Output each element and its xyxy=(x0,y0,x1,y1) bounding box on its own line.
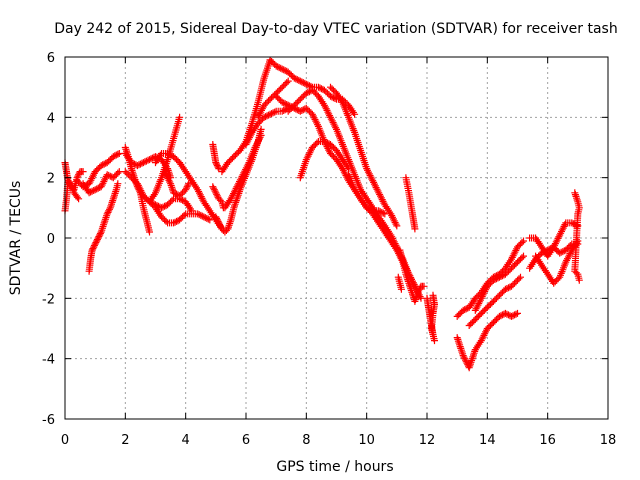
grid-lines xyxy=(65,57,608,419)
data-series xyxy=(465,273,524,329)
data-series xyxy=(161,168,193,200)
x-tick-label: 6 xyxy=(242,433,250,448)
x-tick-label: 12 xyxy=(419,433,436,448)
x-tick-label: 2 xyxy=(121,433,129,448)
data-marks xyxy=(327,83,401,230)
y-tick-label: 4 xyxy=(47,111,55,126)
x-tick-label: 0 xyxy=(61,433,69,448)
data-marks xyxy=(526,240,582,272)
data-marks xyxy=(402,174,419,233)
x-axis-label: GPS time / hours xyxy=(276,459,393,475)
data-marks xyxy=(345,171,389,218)
data-series xyxy=(209,183,227,212)
x-tick-label: 8 xyxy=(302,433,310,448)
y-tick-label: -2 xyxy=(42,292,55,307)
data-marks xyxy=(423,291,438,345)
data-marks xyxy=(266,56,359,118)
data-series xyxy=(85,180,122,275)
data-marks xyxy=(85,180,122,275)
y-tick-label: -4 xyxy=(42,353,55,368)
x-tick-label: 16 xyxy=(539,433,556,448)
data-series xyxy=(79,168,123,197)
data-series xyxy=(526,240,582,272)
data-series xyxy=(266,56,359,118)
data-marks xyxy=(242,104,292,148)
data-marks xyxy=(79,168,123,197)
data-marks xyxy=(471,252,527,314)
y-tick-label: 0 xyxy=(47,232,55,247)
data-series xyxy=(242,104,292,148)
data-marks xyxy=(465,273,524,329)
data-marks xyxy=(161,168,193,200)
data-series xyxy=(471,252,527,314)
data-series xyxy=(453,309,521,372)
data-points xyxy=(61,56,583,372)
data-series xyxy=(423,291,438,345)
data-marks xyxy=(146,113,184,206)
data-series xyxy=(146,113,184,206)
y-tick-label: 6 xyxy=(47,51,55,66)
y-axis-label: SDTVAR / TECUs xyxy=(8,181,24,296)
data-series xyxy=(345,171,389,218)
data-marks xyxy=(221,131,265,212)
data-marks xyxy=(571,189,583,284)
x-tick-label: 18 xyxy=(600,433,617,448)
data-marks xyxy=(209,141,223,173)
data-series xyxy=(394,273,405,293)
y-tick-label: 2 xyxy=(47,172,55,187)
data-series xyxy=(327,83,401,230)
data-series xyxy=(209,141,223,173)
data-series xyxy=(571,189,583,284)
data-series xyxy=(221,131,265,212)
y-tick-label: -6 xyxy=(42,413,55,428)
data-marks xyxy=(453,309,521,372)
x-tick-label: 4 xyxy=(182,433,190,448)
data-marks xyxy=(209,183,227,212)
data-marks xyxy=(296,138,353,182)
data-series xyxy=(402,174,419,233)
x-tick-label: 14 xyxy=(479,433,496,448)
data-marks xyxy=(394,273,405,293)
data-series xyxy=(296,138,353,182)
data-marks xyxy=(396,246,428,305)
axis-ticks: 0 2 4 6 8 10 12 14 16 18 -6 -4 -2 0 2 4 6 xyxy=(42,51,616,448)
data-series xyxy=(396,246,428,305)
x-tick-label: 10 xyxy=(358,433,375,448)
chart-title: Day 242 of 2015, Sidereal Day-to-day VTE… xyxy=(54,21,617,37)
